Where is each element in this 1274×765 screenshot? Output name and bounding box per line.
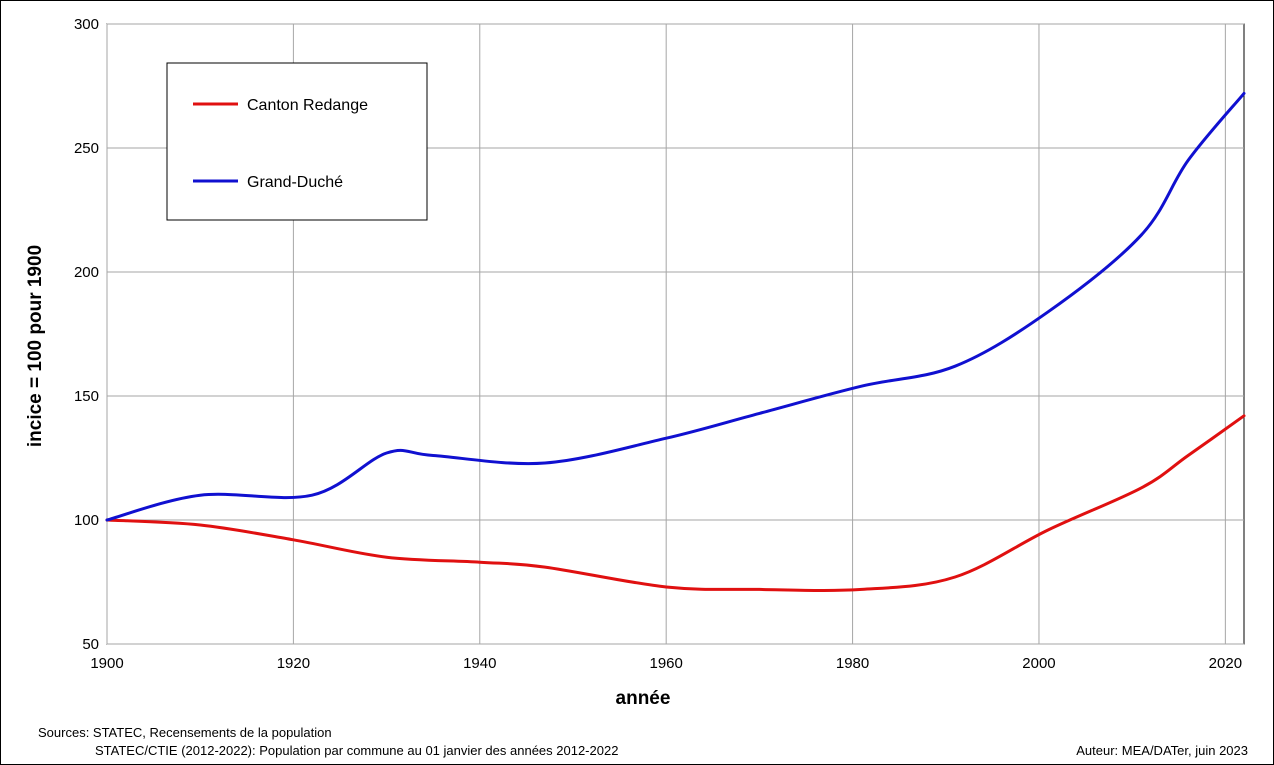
y-tick-label: 250 [74, 140, 99, 157]
series-line-grand-duche [105, 91, 1246, 522]
legend-box [166, 62, 428, 221]
series-line-canton-redange [105, 414, 1246, 592]
y-tick-label: 50 [82, 636, 99, 653]
x-axis-title: année [616, 688, 671, 709]
x-tick-label: 1940 [463, 655, 496, 672]
x-tick-label: 2000 [1022, 655, 1055, 672]
author-credit: Auteur: MEA/DATer, juin 2023 [1076, 743, 1248, 758]
legend: Canton Redange Grand-Duché [166, 62, 428, 221]
y-tick-label: 300 [74, 16, 99, 33]
source-line-2: STATEC/CTIE (2012-2022): Population par … [95, 743, 619, 758]
legend-label-grand-duche: Grand-Duché [247, 174, 343, 191]
y-tick-label: 150 [74, 388, 99, 405]
source-line-1: Sources: STATEC, Recensements de la popu… [38, 725, 332, 740]
y-tick-label: 200 [74, 264, 99, 281]
y-tick-labels: 50 100 150 200 250 300 [74, 16, 99, 653]
x-tick-label: 1900 [90, 655, 123, 672]
y-tick-label: 100 [74, 512, 99, 529]
grid-lines [106, 23, 1244, 645]
x-tick-label: 1920 [277, 655, 310, 672]
x-tick-label: 1980 [836, 655, 869, 672]
x-tick-labels: 1900 1920 1940 1960 1980 2000 2020 [90, 655, 1242, 672]
y-axis-title: incice = 100 pour 1900 [25, 245, 46, 447]
legend-label-canton-redange: Canton Redange [247, 97, 368, 114]
x-tick-label: 2020 [1209, 655, 1242, 672]
x-tick-label: 1960 [649, 655, 682, 672]
series-lines [105, 91, 1246, 592]
